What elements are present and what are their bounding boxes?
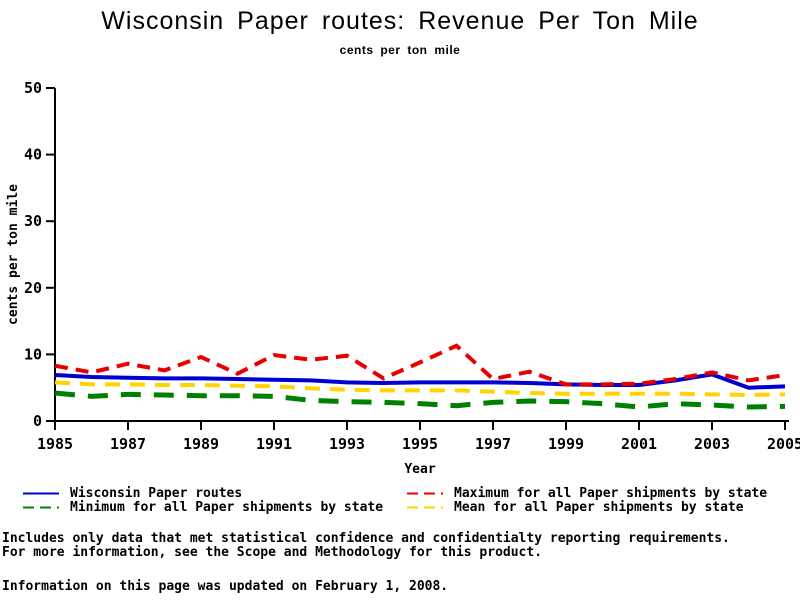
legend-label: Maximum for all Paper shipments by state	[454, 485, 768, 501]
svg-text:20: 20	[24, 279, 42, 297]
x-axis-label: Year	[404, 462, 436, 477]
svg-text:30: 30	[24, 212, 42, 230]
svg-text:2001: 2001	[621, 435, 657, 453]
chart-title: Wisconsin Paper routes: Revenue Per Ton …	[101, 7, 699, 35]
svg-text:1991: 1991	[256, 435, 292, 453]
legend-label: Minimum for all Paper shipments by state	[70, 499, 384, 515]
legend-label: Wisconsin Paper routes	[70, 485, 243, 501]
legend-swatch-dashed-line	[407, 492, 443, 494]
legend-item-wisconsin: Wisconsin Paper routes	[22, 485, 406, 501]
svg-text:0: 0	[33, 412, 42, 430]
svg-text:1997: 1997	[475, 435, 511, 453]
legend-swatch-dashed-line	[407, 506, 443, 508]
svg-text:1985: 1985	[37, 435, 73, 453]
legend-swatch-dashed-line	[23, 506, 59, 508]
chart-subtitle: cents per ton mile	[339, 43, 461, 57]
svg-text:50: 50	[24, 79, 42, 97]
svg-text:1999: 1999	[548, 435, 584, 453]
footnote-line-1: Includes only data that met statistical …	[2, 531, 730, 546]
footnote-line-2: For more information, see the Scope and …	[2, 545, 543, 560]
svg-text:1987: 1987	[110, 435, 146, 453]
svg-text:10: 10	[24, 345, 42, 363]
svg-text:1989: 1989	[183, 435, 219, 453]
updated-date-text: Information on this page was updated on …	[2, 579, 449, 594]
svg-text:40: 40	[24, 146, 42, 164]
legend: Wisconsin Paper routes Maximum for all P…	[22, 485, 768, 515]
svg-text:cents per ton mile: cents per ton mile	[6, 184, 21, 325]
legend-item-maximum: Maximum for all Paper shipments by state	[406, 485, 768, 501]
svg-text:1995: 1995	[402, 435, 438, 453]
legend-item-mean: Mean for all Paper shipments by state	[406, 499, 767, 515]
footnote-text: Includes only data that met statistical …	[2, 532, 730, 560]
svg-text:1993: 1993	[329, 435, 365, 453]
svg-text:2003: 2003	[694, 435, 730, 453]
svg-text:2005: 2005	[767, 435, 800, 453]
chart-canvas: 0 10 20 30 40 50 1985 1987 1989 1991 1993 1995 1997 1…	[6, 79, 800, 453]
legend-swatch-solid-line	[23, 492, 59, 494]
legend-item-minimum: Minimum for all Paper shipments by state	[22, 499, 406, 515]
legend-label: Mean for all Paper shipments by state	[454, 499, 744, 515]
